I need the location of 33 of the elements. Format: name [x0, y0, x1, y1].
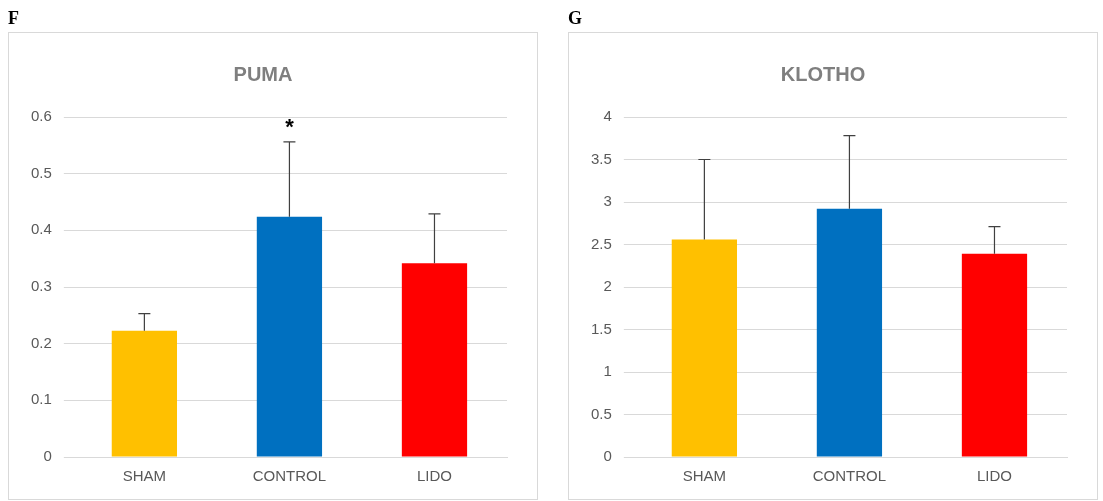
- y-tick-label: 4: [603, 107, 612, 125]
- y-tick-label: 0: [603, 447, 612, 465]
- y-tick-label: 0.3: [30, 277, 52, 295]
- bar: [256, 216, 323, 457]
- y-tick-label: 0.2: [30, 333, 52, 351]
- y-tick-label: 1.5: [590, 319, 612, 337]
- y-tick-label: 0: [43, 447, 52, 465]
- y-tick-label: 3.5: [590, 149, 612, 167]
- x-tick-label: LIDO: [416, 467, 452, 485]
- chart-title: PUMA: [233, 62, 293, 85]
- y-tick-label: 3: [603, 192, 612, 210]
- x-tick-label: SHAM: [122, 467, 167, 485]
- y-tick-label: 0.5: [590, 404, 612, 422]
- bar: [671, 239, 738, 457]
- y-tick-label: 2: [603, 277, 612, 295]
- y-tick-label: 0.1: [30, 390, 52, 408]
- bar: [401, 263, 468, 457]
- y-tick-label: 1: [603, 362, 612, 380]
- bar: [961, 253, 1028, 457]
- x-tick-label: LIDO: [976, 467, 1012, 485]
- text: F: [8, 8, 19, 28]
- bar: [111, 330, 178, 457]
- text: G: [568, 8, 583, 28]
- bar: [816, 208, 883, 457]
- x-tick-label: CONTROL: [812, 467, 887, 485]
- chart-title: KLOTHO: [780, 62, 866, 85]
- annotation: *: [285, 114, 295, 139]
- x-tick-label: SHAM: [682, 467, 727, 485]
- y-tick-label: 0.5: [30, 163, 52, 181]
- x-tick-label: CONTROL: [252, 467, 327, 485]
- y-tick-label: 2.5: [590, 234, 612, 252]
- y-tick-label: 0.6: [30, 107, 52, 125]
- y-tick-label: 0.4: [30, 220, 52, 238]
